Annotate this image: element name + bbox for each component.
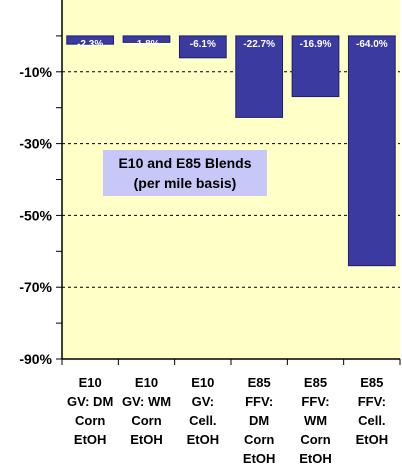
y-tick-label: -50% bbox=[19, 207, 52, 223]
category-label: E85 FFV: DM Corn EtOH bbox=[243, 375, 276, 466]
data-label: -16.9% bbox=[300, 39, 332, 50]
category-label-line: DM bbox=[249, 413, 269, 428]
category-label: E85 FFV: WM Corn EtOH bbox=[299, 375, 332, 466]
category-label-line: E10 bbox=[191, 375, 214, 390]
category-label-line: EtOH bbox=[130, 432, 163, 447]
bar bbox=[66, 35, 115, 45]
category-label-line: EtOH bbox=[356, 432, 389, 447]
y-tick-label: -30% bbox=[19, 136, 52, 152]
y-tick-labels: -10% -30% -50% -70% -90% bbox=[19, 64, 52, 367]
category-label-line: FFV: bbox=[301, 394, 329, 409]
category-label-line: Corn bbox=[244, 432, 274, 447]
category-label-line: Cell. bbox=[358, 413, 385, 428]
category-label-line: GV: bbox=[192, 394, 214, 409]
annotation-line: (per mile basis) bbox=[134, 175, 237, 191]
category-label-line: E10 bbox=[79, 375, 102, 390]
category-label-line: E85 bbox=[304, 375, 327, 390]
annotation-line: E10 and E85 Blends bbox=[118, 155, 251, 171]
category-label-line: E85 bbox=[248, 375, 271, 390]
category-label-line: E85 bbox=[360, 375, 383, 390]
bar bbox=[235, 35, 284, 118]
category-label: E10 GV: DM Corn EtOH bbox=[67, 375, 113, 447]
axes bbox=[56, 0, 401, 365]
annotation: E10 and E85 Blends (per mile basis) bbox=[103, 150, 267, 196]
bar bbox=[178, 35, 227, 59]
bars: -2.3% -1.8% -6.1% -22.7% -16.9% -64.0% bbox=[66, 35, 396, 267]
category-label-line: WM bbox=[304, 413, 327, 428]
annotation-box bbox=[103, 150, 267, 196]
category-label-line: EtOH bbox=[299, 451, 332, 466]
category-label-line: EtOH bbox=[187, 432, 220, 447]
bar bbox=[291, 35, 340, 98]
data-label: -2.3% bbox=[77, 39, 103, 50]
category-label-line: Corn bbox=[75, 413, 105, 428]
category-label-line: FFV: bbox=[245, 394, 273, 409]
data-label: -22.7% bbox=[243, 39, 275, 50]
bar bbox=[347, 35, 396, 267]
gridlines bbox=[62, 71, 400, 288]
y-tick-label: -10% bbox=[19, 64, 52, 80]
bar bbox=[122, 35, 171, 43]
category-label: E10 GV: Cell. EtOH bbox=[187, 375, 220, 447]
category-label-line: GV: DM bbox=[67, 394, 113, 409]
y-tick-label: -70% bbox=[19, 279, 52, 295]
category-label-line: Corn bbox=[300, 432, 330, 447]
category-label: E10 GV: WM Corn EtOH bbox=[122, 375, 171, 447]
data-label: -1.8% bbox=[133, 39, 159, 50]
category-label: E85 FFV: Cell. EtOH bbox=[356, 375, 389, 447]
category-label-line: EtOH bbox=[74, 432, 107, 447]
category-label-line: GV: WM bbox=[122, 394, 171, 409]
category-label-line: Cell. bbox=[189, 413, 216, 428]
category-label-line: E10 bbox=[135, 375, 158, 390]
y-tick-label: -90% bbox=[19, 351, 52, 367]
data-label: -6.1% bbox=[190, 39, 216, 50]
category-labels: E10 GV: DM Corn EtOH E10 GV: WM Corn EtOH E10 GV:… bbox=[67, 375, 388, 466]
category-label-line: Corn bbox=[131, 413, 161, 428]
category-label-line: EtOH bbox=[243, 451, 276, 466]
data-label: -64.0% bbox=[356, 39, 388, 50]
category-label-line: FFV: bbox=[358, 394, 386, 409]
